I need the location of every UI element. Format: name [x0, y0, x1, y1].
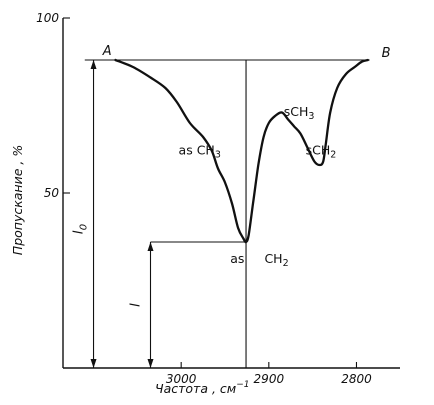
- annotation-main: as: [230, 251, 244, 266]
- band-annotation: as CH3: [179, 143, 221, 161]
- y-tick-label: 100: [36, 11, 59, 25]
- annotation-main: sCH: [306, 143, 331, 158]
- annotation-sub: 2: [283, 258, 289, 269]
- annotation-main: sCH: [284, 104, 309, 119]
- baseline-end-label: B: [382, 46, 391, 61]
- y-axis-label: Пропускание , %: [10, 145, 25, 255]
- x-axis-label: Частота , см−1: [155, 380, 249, 396]
- x-axis-label-main: Частота , см: [155, 381, 236, 396]
- annotation-sub: 2: [330, 150, 336, 161]
- arrow-label: I: [129, 303, 144, 307]
- x-tick-label: 3000: [166, 372, 197, 386]
- arrow-head-down: [90, 359, 97, 368]
- reference-arrows: I0I: [72, 60, 154, 368]
- arrow-head-down: [147, 359, 154, 368]
- y-ticks: 50 100: [36, 11, 70, 200]
- baseline-start-label: A: [102, 44, 112, 59]
- arrow-head-up: [90, 60, 97, 69]
- band-annotation: sCH3: [284, 104, 315, 122]
- y-tick-label: 50: [44, 186, 60, 200]
- x-tick-label: 2800: [341, 372, 372, 386]
- reference-arrow: I: [129, 242, 154, 368]
- band-annotation: as: [230, 251, 244, 266]
- annotation-main: CH: [264, 251, 282, 266]
- arrow-head-up: [147, 242, 154, 251]
- annotation-sub: 3: [308, 111, 314, 122]
- x-tick-label: 2900: [254, 372, 285, 386]
- arrow-label-sub: 0: [79, 224, 90, 230]
- x-axis-label-superscript: −1: [236, 380, 249, 390]
- band-annotation: CH2: [264, 251, 288, 269]
- arrow-label-main: I: [129, 303, 144, 307]
- annotation-sub: 3: [215, 150, 221, 161]
- spectrum-curve: [114, 58, 370, 244]
- arrow-label: I0: [72, 224, 90, 234]
- x-ticks: 3000 2900 2800: [166, 362, 372, 386]
- arrow-label-main: I: [72, 230, 87, 234]
- reference-arrow: I0: [72, 60, 97, 368]
- band-annotation: sCH2: [306, 143, 337, 161]
- annotation-main: as CH: [179, 143, 215, 158]
